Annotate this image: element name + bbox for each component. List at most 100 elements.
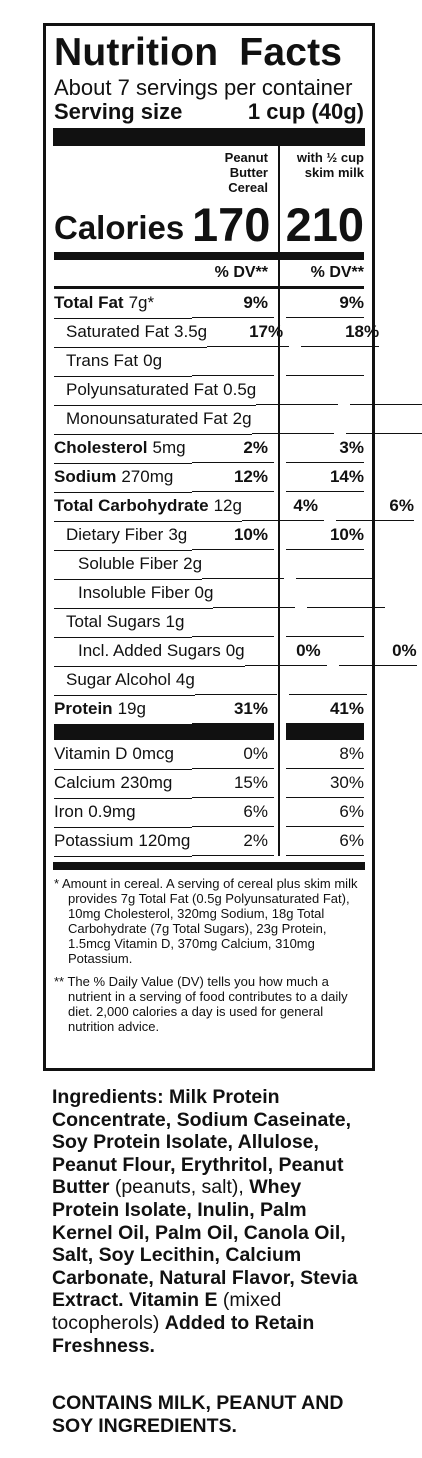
nutrient-name: Insoluble Fiber — [78, 583, 190, 603]
nutrient-name: Monounsaturated Fat — [66, 409, 228, 429]
ingredients-statement: Ingredients: Milk Protein Concentrate, S… — [52, 1086, 372, 1357]
nutrient-name: Cholesterol — [54, 438, 148, 458]
dv-with-milk: 18% — [301, 318, 380, 348]
nutrient-row: Total Fat 7g* 9% 9% — [54, 289, 364, 319]
nutrient-name: Dietary Fiber — [66, 525, 164, 545]
nutrient-amount: 120mg — [138, 831, 191, 851]
dv-header-with-milk: % DV** — [310, 264, 364, 282]
dv-with-milk — [350, 376, 422, 406]
footnote-divider — [53, 862, 365, 871]
calories-divider — [54, 252, 364, 261]
serving-size-row: Serving size 1 cup (40g) — [54, 99, 364, 125]
dv-cereal: 6% — [192, 798, 274, 828]
nutrient-row: Trans Fat 0g — [54, 347, 364, 377]
nutrient-name: Iron — [54, 802, 84, 822]
dv-header-cereal: % DV** — [214, 264, 268, 282]
nutrient-row: Total Sugars 1g — [54, 608, 364, 638]
nutrient-amount: 3g — [168, 525, 188, 545]
nutrient-name: Soluble Fiber — [78, 554, 179, 574]
dv-with-milk: 6% — [286, 798, 364, 828]
serving-size-value: 1 cup (40g) — [247, 99, 364, 125]
ingredients-part-2: (peanuts, salt), — [109, 1176, 250, 1199]
nutrient-row: Protein 19g 31% 41% — [54, 695, 364, 725]
nutrient-name: Polyunsaturated Fat — [66, 380, 219, 400]
dv-with-milk: 41% — [286, 695, 364, 725]
dv-cereal: 12% — [192, 463, 274, 493]
thick-divider — [53, 128, 365, 147]
nutrient-rows: Total Fat 7g* 9% 9% Saturated Fat 3.5g 17% 18% T… — [54, 289, 422, 725]
column-divider — [278, 146, 280, 857]
dv-header-row: % DV** % DV** — [54, 260, 364, 290]
nutrient-row: Polyunsaturated Fat 0.5g — [54, 376, 422, 406]
dv-cereal: 4% — [241, 492, 324, 522]
nutrition-facts-title: Nutrition Facts — [54, 31, 343, 74]
dv-with-milk — [345, 405, 422, 435]
nutrient-name: Calcium — [54, 773, 116, 793]
dv-cereal — [202, 550, 285, 580]
dv-with-milk — [288, 666, 367, 696]
dv-cereal — [192, 608, 274, 638]
nutrient-row: Vitamin D 0mcg 0% 8% — [54, 740, 364, 770]
nutrient-row: Iron 0.9mg 6% 6% — [54, 798, 364, 828]
dv-with-milk — [296, 550, 375, 580]
nutrient-row: Cholesterol 5mg 2% 3% — [54, 434, 364, 464]
dv-cereal: 31% — [192, 695, 274, 725]
dv-with-milk — [286, 347, 364, 377]
footnote-amount: * Amount in cereal. A serving of cereal … — [54, 876, 358, 967]
nutrient-name: Potassium — [54, 831, 134, 851]
nutrient-amount: 0g — [143, 351, 163, 371]
nutrient-row: Saturated Fat 3.5g 17% 18% — [54, 318, 380, 348]
nutrient-amount: 0g — [194, 583, 214, 603]
nutrient-name: Total Sugars — [66, 612, 161, 632]
nutrient-amount: 0.9mg — [88, 802, 136, 822]
nutrient-amount: 12g — [213, 496, 242, 516]
nutrient-amount: 5mg — [152, 438, 186, 458]
nutrient-amount: 0g — [225, 641, 245, 661]
dv-cereal: 2% — [192, 434, 274, 464]
dv-cereal — [213, 579, 296, 609]
servings-per-container: About 7 servings per container — [54, 75, 353, 100]
nutrient-name: Incl. Added Sugars — [78, 641, 221, 661]
dv-with-milk: 6% — [335, 492, 414, 522]
dv-cereal — [194, 666, 277, 696]
nutrient-name: Total Fat — [54, 293, 124, 313]
dv-cereal: 2% — [192, 827, 274, 857]
nutrient-amount: 270mg — [121, 467, 174, 487]
ingredients-part-4: (mixed tocopherols) — [52, 1289, 282, 1334]
nutrient-row: Sugar Alcohol 4g — [54, 666, 367, 696]
dv-cereal: 0% — [192, 740, 274, 770]
calories-row: Calories 170 210 — [54, 196, 364, 248]
nutrient-row: Total Carbohydrate 12g 4% 6% — [54, 492, 414, 522]
column-header-with-milk: with ½ cup skim milk — [296, 150, 364, 181]
dv-with-milk: 10% — [286, 521, 364, 551]
calories-label: Calories — [54, 209, 185, 247]
ingredients-part-1: Ingredients: Milk Protein Concentrate, S… — [52, 1086, 352, 1199]
nutrient-amount: 3.5g — [174, 322, 208, 342]
nutrient-name: Trans Fat — [66, 351, 139, 371]
nutrient-name: Protein — [54, 699, 113, 719]
vitamin-rows: Vitamin D 0mcg 0% 8% Calcium 230mg 15% 30% Iron 0… — [54, 740, 364, 857]
dv-cereal: 10% — [192, 521, 274, 551]
nutrient-amount: 1g — [165, 612, 185, 632]
dv-cereal — [256, 376, 339, 406]
ingredients-part-3: Whey Protein Isolate, Inulin, Palm Kerne… — [52, 1176, 358, 1312]
footnote-daily-value: ** The % Daily Value (DV) tells you how … — [54, 974, 348, 1035]
dv-with-milk: 9% — [286, 289, 364, 319]
calories-with-milk: 210 — [285, 198, 364, 252]
nutrient-amount: 0.5g — [223, 380, 257, 400]
nutrient-amount: 19g — [117, 699, 146, 719]
dv-with-milk: 3% — [286, 434, 364, 464]
column-header-cereal: Peanut Butter Cereal — [224, 150, 268, 196]
nutrient-amount: 7g* — [128, 293, 155, 313]
dv-with-milk: 0% — [338, 637, 417, 667]
dv-with-milk: 6% — [286, 827, 364, 857]
calories-cereal: 170 — [192, 198, 271, 252]
dv-cereal — [251, 405, 334, 435]
nutrient-row: Dietary Fiber 3g 10% 10% — [54, 521, 364, 551]
dv-cereal: 9% — [192, 289, 274, 319]
nutrient-row: Incl. Added Sugars 0g 0% 0% — [54, 637, 417, 667]
nutrient-name: Total Carbohydrate — [54, 496, 209, 516]
dv-with-milk — [307, 579, 386, 609]
allergen-statement: CONTAINS MILK, PEANUT AND SOY INGREDIENT… — [52, 1392, 344, 1437]
nutrient-row: Soluble Fiber 2g — [54, 550, 375, 580]
